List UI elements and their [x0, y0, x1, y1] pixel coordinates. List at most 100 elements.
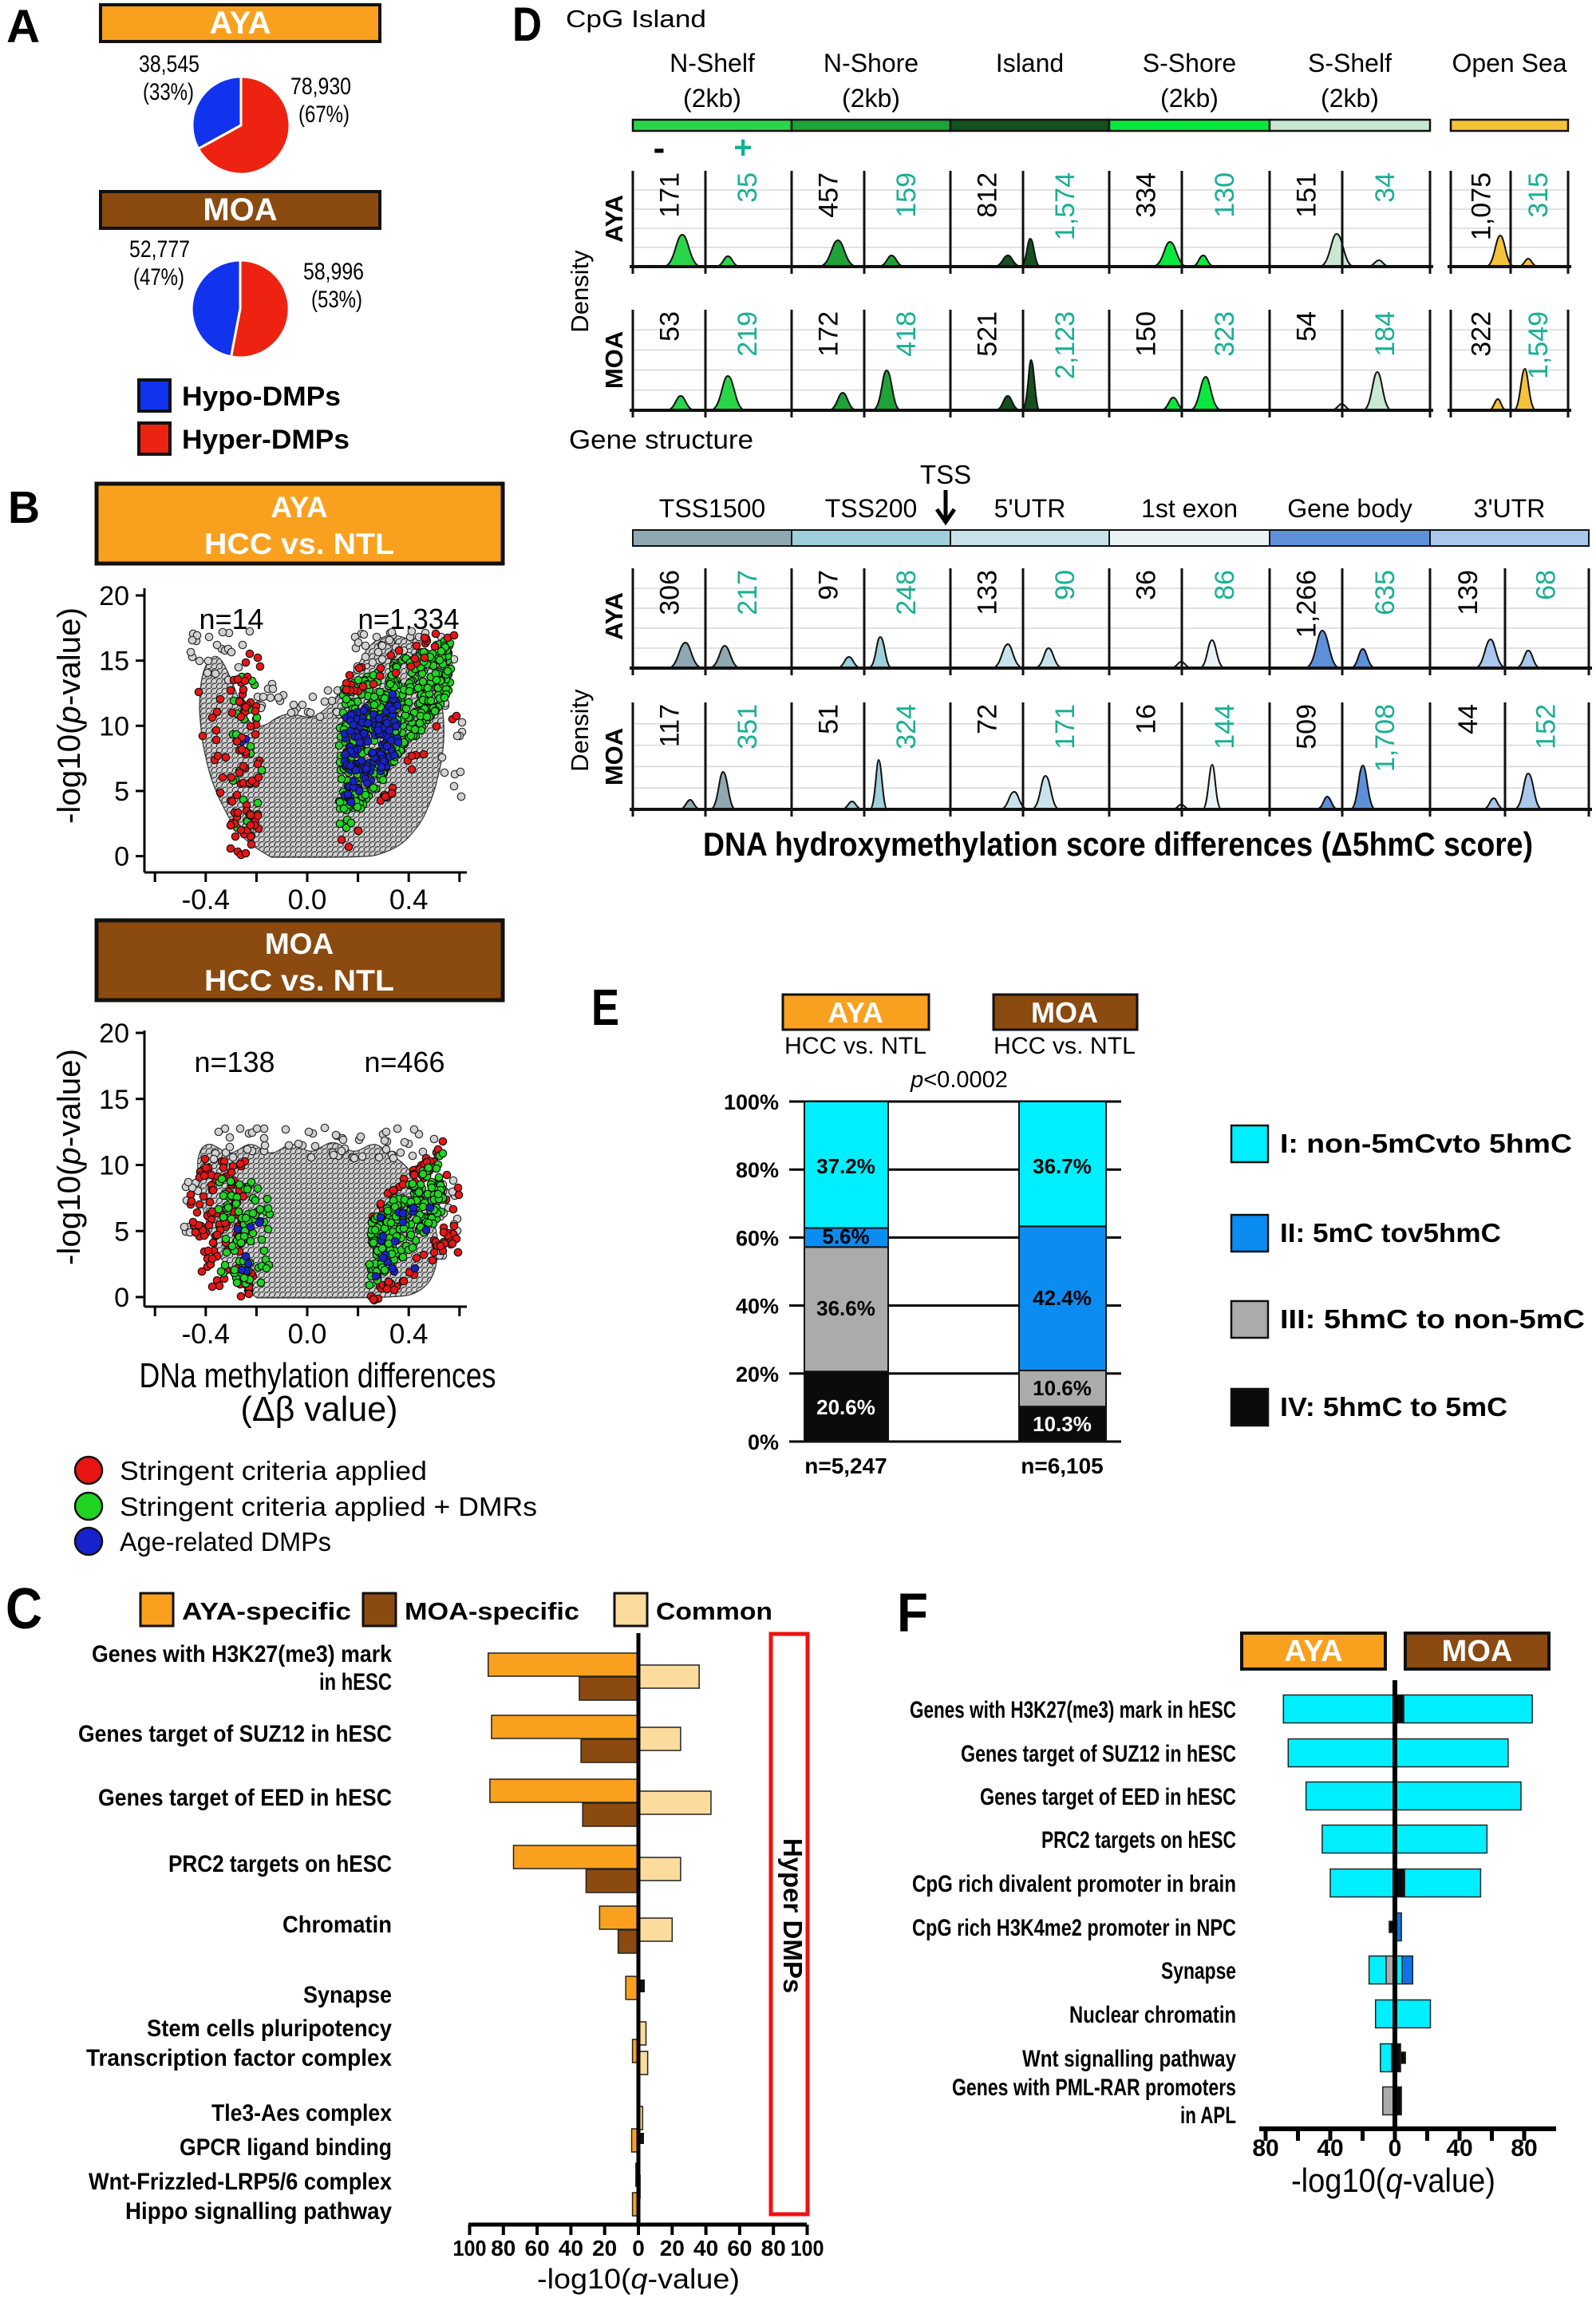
- svg-text:Genes target of EED in hESC: Genes target of EED in hESC: [98, 1785, 392, 1811]
- svg-text:172: 172: [814, 311, 844, 357]
- svg-text:F: F: [897, 1582, 928, 1644]
- svg-text:72: 72: [973, 704, 1003, 734]
- svg-text:-log10(p-value): -log10(p-value): [52, 1049, 87, 1265]
- svg-text:n=466: n=466: [364, 1046, 444, 1078]
- svg-text:80: 80: [1252, 2135, 1278, 2162]
- svg-text:(2kb): (2kb): [842, 84, 900, 113]
- svg-text:60%: 60%: [736, 1226, 779, 1250]
- svg-text:A: A: [6, 1, 40, 53]
- svg-text:Transcription factor complex: Transcription factor complex: [86, 2045, 392, 2071]
- svg-text:Tle3-Aes complex: Tle3-Aes complex: [211, 2100, 392, 2126]
- svg-text:D: D: [512, 0, 542, 51]
- svg-text:80: 80: [1511, 2135, 1537, 2162]
- svg-text:509: 509: [1292, 704, 1322, 750]
- svg-text:351: 351: [733, 704, 763, 750]
- svg-text:78,930: 78,930: [290, 73, 351, 100]
- svg-text:20: 20: [99, 1019, 129, 1049]
- svg-text:Density: Density: [566, 250, 594, 333]
- svg-text:219: 219: [733, 311, 763, 357]
- svg-text:I: non-5mCvto 5hmC: I: non-5mCvto 5hmC: [1280, 1129, 1572, 1158]
- svg-text:CpG rich H3K4me2 promoter in N: CpG rich H3K4me2 promoter in NPC: [912, 1915, 1236, 1941]
- svg-text:15: 15: [99, 1085, 129, 1115]
- svg-text:36.6%: 36.6%: [816, 1296, 875, 1320]
- svg-text:B: B: [8, 482, 40, 533]
- svg-text:MOA-specific: MOA-specific: [405, 1597, 579, 1625]
- svg-text:E: E: [591, 979, 619, 1036]
- svg-text:in hESC: in hESC: [319, 1669, 392, 1695]
- svg-text:Wnt-Frizzled-LRP5/6 complex: Wnt-Frizzled-LRP5/6 complex: [89, 2169, 392, 2195]
- svg-text:HCC vs. NTL: HCC vs. NTL: [204, 528, 394, 560]
- svg-text:Hypo-DMPs: Hypo-DMPs: [182, 382, 341, 412]
- svg-text:0: 0: [632, 2236, 645, 2261]
- svg-text:40%: 40%: [736, 1295, 779, 1319]
- svg-text:Open Sea: Open Sea: [1452, 49, 1566, 77]
- svg-text:N-Shore: N-Shore: [824, 49, 918, 77]
- svg-text:HCC vs. NTL: HCC vs. NTL: [204, 964, 394, 997]
- svg-text:10.6%: 10.6%: [1033, 1376, 1092, 1400]
- svg-text:42.4%: 42.4%: [1033, 1286, 1092, 1310]
- svg-text:217: 217: [733, 570, 763, 615]
- svg-text:0: 0: [114, 1283, 129, 1313]
- svg-text:322: 322: [1467, 311, 1497, 357]
- svg-text:IV: 5hmC to 5mC: IV: 5hmC to 5mC: [1280, 1392, 1507, 1422]
- svg-text:0.0: 0.0: [288, 1319, 327, 1350]
- svg-text:PRC2 targets on hESC: PRC2 targets on hESC: [1041, 1827, 1236, 1853]
- svg-text:(33%): (33%): [143, 79, 194, 105]
- svg-text:-0.4: -0.4: [182, 1319, 230, 1350]
- svg-text:457: 457: [814, 172, 844, 218]
- svg-text:150: 150: [1132, 311, 1162, 357]
- svg-text:52,777: 52,777: [129, 236, 190, 263]
- svg-text:635: 635: [1370, 570, 1400, 615]
- svg-text:0.0: 0.0: [288, 884, 327, 916]
- svg-text:418: 418: [891, 311, 922, 357]
- svg-text:Synapse: Synapse: [1161, 1958, 1236, 1984]
- svg-text:34: 34: [1370, 172, 1400, 203]
- svg-text:TSS1500: TSS1500: [659, 494, 765, 523]
- svg-text:Chromatin: Chromatin: [282, 1912, 392, 1938]
- svg-text:CpG Island: CpG Island: [566, 5, 706, 33]
- svg-text:-: -: [654, 129, 666, 168]
- svg-text:38,545: 38,545: [139, 51, 200, 77]
- svg-text:5: 5: [114, 1216, 129, 1247]
- svg-text:97: 97: [814, 570, 844, 600]
- svg-text:80%: 80%: [736, 1158, 779, 1182]
- svg-text:40: 40: [1446, 2135, 1472, 2162]
- svg-text:1,266: 1,266: [1292, 570, 1322, 638]
- svg-text:S-Shore: S-Shore: [1143, 49, 1236, 77]
- svg-text:60: 60: [525, 2236, 550, 2261]
- svg-text:Gene structure: Gene structure: [569, 425, 753, 454]
- svg-text:184: 184: [1370, 311, 1400, 357]
- svg-text:20: 20: [99, 581, 129, 611]
- svg-text:MOA: MOA: [1031, 996, 1098, 1029]
- svg-text:-0.4: -0.4: [182, 884, 230, 916]
- svg-text:Genes with PML-RAR promoters: Genes with PML-RAR promoters: [952, 2075, 1236, 2101]
- svg-text:60: 60: [727, 2236, 752, 2261]
- svg-text:AYA: AYA: [828, 996, 883, 1029]
- svg-text:HCC vs. NTL: HCC vs. NTL: [994, 1033, 1136, 1059]
- svg-text:GPCR ligand binding: GPCR ligand binding: [180, 2134, 392, 2161]
- svg-text:AYA-specific: AYA-specific: [182, 1597, 351, 1625]
- svg-text:248: 248: [891, 570, 922, 615]
- svg-text:323: 323: [1210, 311, 1240, 357]
- svg-text:151: 151: [1292, 172, 1322, 218]
- svg-text:133: 133: [973, 570, 1003, 615]
- svg-text:86: 86: [1210, 570, 1240, 600]
- svg-text:Wnt signalling pathway: Wnt signalling pathway: [1022, 2046, 1236, 2072]
- svg-text:36.7%: 36.7%: [1033, 1154, 1092, 1178]
- svg-text:139: 139: [1453, 570, 1483, 615]
- svg-text:306: 306: [655, 570, 685, 615]
- svg-text:1,574: 1,574: [1050, 172, 1080, 240]
- svg-text:40: 40: [1317, 2135, 1343, 2162]
- svg-text:-log10(q-value): -log10(q-value): [1291, 2162, 1495, 2199]
- svg-text:Genes target of EED in hESC: Genes target of EED in hESC: [980, 1784, 1236, 1810]
- svg-text:80: 80: [491, 2236, 516, 2261]
- svg-text:Stringent criteria applied + D: Stringent criteria applied + DMRs: [120, 1492, 537, 1521]
- svg-text:171: 171: [1050, 704, 1080, 750]
- svg-text:0.4: 0.4: [389, 1319, 429, 1350]
- svg-text:100%: 100%: [724, 1090, 779, 1114]
- svg-text:40: 40: [693, 2236, 718, 2261]
- svg-text:100: 100: [791, 2236, 824, 2261]
- svg-text:Hyper-DMPs: Hyper-DMPs: [182, 425, 350, 455]
- svg-text:Stringent criteria applied: Stringent criteria applied: [120, 1456, 427, 1485]
- svg-text:117: 117: [655, 704, 685, 747]
